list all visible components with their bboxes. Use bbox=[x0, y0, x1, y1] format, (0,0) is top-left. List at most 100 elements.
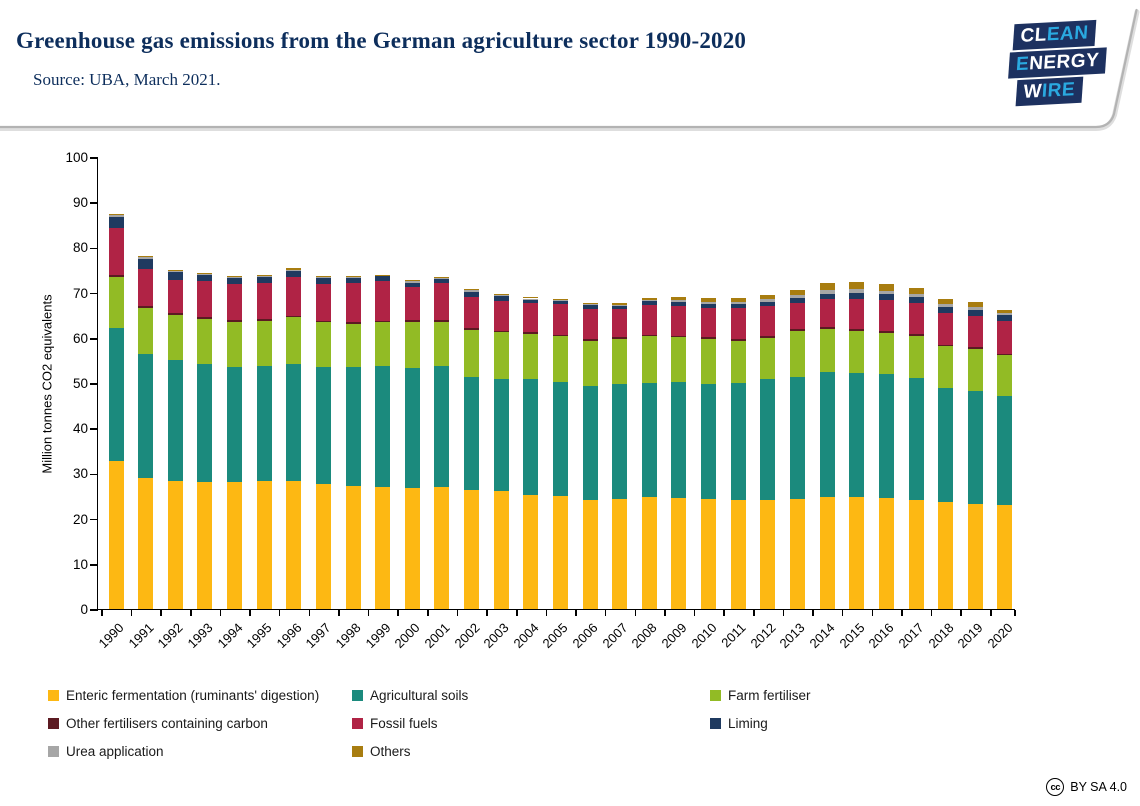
y-axis-tick-label: 60 bbox=[72, 330, 88, 346]
bar-segment bbox=[375, 280, 391, 321]
bar-segment bbox=[464, 290, 480, 292]
bar-segment bbox=[878, 300, 894, 332]
bar-segment bbox=[227, 481, 243, 609]
bar-segment bbox=[256, 319, 272, 322]
bar-segment bbox=[671, 301, 687, 306]
bar-segment bbox=[849, 282, 865, 290]
stacked-bar bbox=[138, 157, 154, 609]
stacked-bar bbox=[523, 157, 539, 609]
bar-segment bbox=[878, 331, 894, 334]
bar-segment bbox=[375, 275, 391, 277]
bar-segment bbox=[967, 307, 983, 310]
bar-segment bbox=[108, 277, 124, 328]
bar-segment bbox=[197, 482, 213, 609]
x-axis-tick bbox=[456, 610, 459, 616]
stacked-bar bbox=[789, 157, 805, 609]
x-axis-tick bbox=[545, 610, 548, 616]
legend-item: Fossil fuels bbox=[352, 716, 438, 731]
bar-segment bbox=[849, 298, 865, 329]
bar-segment bbox=[552, 299, 568, 301]
logo-row: CLEAN bbox=[1012, 19, 1097, 51]
bar-segment bbox=[434, 276, 450, 279]
bar-segment bbox=[641, 301, 657, 306]
bar-segment bbox=[256, 321, 272, 366]
bar-segment bbox=[641, 305, 657, 335]
bar-segment bbox=[345, 366, 361, 486]
bar-segment bbox=[523, 332, 539, 335]
stacked-bar bbox=[464, 157, 480, 609]
legend-label: Urea application bbox=[66, 744, 164, 759]
bar-segment bbox=[523, 298, 539, 300]
y-axis-tick bbox=[90, 247, 98, 250]
bar-segment bbox=[464, 289, 480, 291]
bar-segment bbox=[701, 303, 717, 309]
bar-segment bbox=[671, 297, 687, 300]
bar-segment bbox=[197, 318, 213, 364]
bar-segment bbox=[582, 303, 598, 305]
bar-segment bbox=[730, 340, 746, 383]
source-line: Source: UBA, March 2021. bbox=[33, 70, 221, 89]
stacked-bar bbox=[997, 157, 1013, 609]
x-axis-tick bbox=[219, 610, 222, 616]
bar-segment bbox=[256, 481, 272, 609]
bar-segment bbox=[345, 283, 361, 322]
bar-segment bbox=[849, 289, 865, 294]
bar-segment bbox=[819, 289, 835, 294]
bar-segment bbox=[286, 269, 302, 271]
legend-label: Fossil fuels bbox=[370, 716, 438, 731]
bar-segment bbox=[582, 340, 598, 386]
legend-swatch bbox=[352, 690, 363, 701]
y-axis-tick-label: 100 bbox=[65, 150, 88, 165]
logo-text: CL bbox=[1019, 24, 1048, 47]
bar-segment bbox=[908, 303, 924, 335]
stacked-bar bbox=[908, 157, 924, 609]
bar-segment bbox=[493, 293, 509, 295]
bar-segment bbox=[404, 320, 420, 322]
bar-segment bbox=[760, 336, 776, 338]
legend-swatch bbox=[710, 718, 721, 729]
bar-segment bbox=[938, 344, 954, 347]
y-axis-tick-label: 0 bbox=[80, 602, 88, 617]
bar-segment bbox=[434, 278, 450, 280]
logo-row: WIRE bbox=[1015, 76, 1083, 107]
bar-segment bbox=[256, 275, 272, 277]
bar-segment bbox=[612, 304, 628, 306]
bar-segment bbox=[404, 368, 420, 489]
bar-segment bbox=[878, 374, 894, 499]
bar-segment bbox=[641, 299, 657, 302]
bar-segment bbox=[167, 312, 183, 315]
bar-segment bbox=[434, 283, 450, 320]
bar-segment bbox=[552, 300, 568, 304]
bar-segment bbox=[523, 334, 539, 380]
bar-segment bbox=[612, 384, 628, 499]
bar-segment bbox=[997, 353, 1013, 356]
bar-segment bbox=[345, 323, 361, 367]
y-axis-tick-label: 70 bbox=[72, 285, 88, 301]
stacked-bar bbox=[671, 157, 687, 609]
bar-segment bbox=[345, 322, 361, 324]
bar-segment bbox=[789, 295, 805, 298]
bar-segment bbox=[849, 497, 865, 609]
logo-text: IRE bbox=[1040, 79, 1076, 102]
bar-segment bbox=[286, 317, 302, 365]
bar-segment bbox=[197, 363, 213, 482]
bar-segment bbox=[967, 503, 983, 609]
x-axis-tick bbox=[782, 610, 785, 616]
bar-segment bbox=[434, 365, 450, 487]
bar-segment bbox=[256, 276, 272, 283]
bar-segment bbox=[938, 387, 954, 503]
bar-segment bbox=[493, 301, 509, 331]
bar-segment bbox=[434, 319, 450, 322]
bar-segment bbox=[789, 329, 805, 332]
bar-segment bbox=[789, 376, 805, 499]
bar-segment bbox=[404, 282, 420, 288]
bar-segment bbox=[730, 302, 746, 305]
clean-energy-wire-logo: CLEAN ENERGY WIRE bbox=[1007, 19, 1109, 109]
bar-segment bbox=[641, 334, 657, 337]
bar-segment bbox=[227, 366, 243, 482]
bar-segment bbox=[760, 337, 776, 379]
stacked-bar bbox=[701, 157, 717, 609]
bar-segment bbox=[256, 282, 272, 320]
bar-segment bbox=[997, 355, 1013, 396]
bar-segment bbox=[464, 297, 480, 329]
